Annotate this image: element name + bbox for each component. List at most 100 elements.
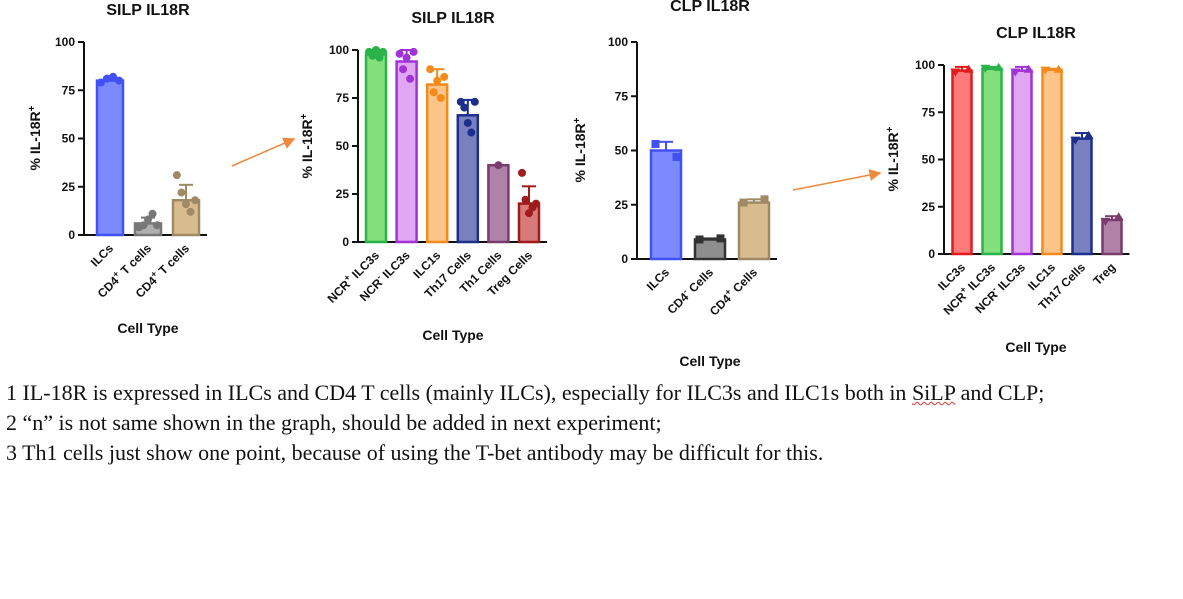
y-axis-label: % IL-18R+ xyxy=(299,113,316,178)
data-point xyxy=(399,65,408,74)
data-point xyxy=(148,209,157,218)
data-point xyxy=(433,76,442,85)
bar xyxy=(649,149,683,261)
y-tick-label: 50 xyxy=(336,139,350,153)
data-point xyxy=(739,198,748,207)
note-1-spellcheck-word: SiLP xyxy=(911,380,956,405)
data-point xyxy=(402,53,411,62)
chart-3: CLP IL18R 0 25 50 75 100 % IL-18R+ Cell Type ILC… xyxy=(572,0,777,369)
category-label: CD4+ Cells xyxy=(705,264,760,319)
y-tick-label: 0 xyxy=(68,228,75,242)
y-tick-label: 75 xyxy=(336,91,350,105)
data-point xyxy=(153,221,162,230)
y-axis-label: % IL-18R+ xyxy=(27,105,44,170)
data-point xyxy=(379,47,387,56)
note-line-2: 2 “n” is not same shown in the graph, sh… xyxy=(6,410,662,435)
data-point xyxy=(1070,136,1081,145)
data-point xyxy=(494,161,503,170)
data-point xyxy=(695,235,704,244)
data-point xyxy=(191,196,200,205)
data-point xyxy=(186,207,195,216)
charts-canvas: SILP IL18R 0 25 50 75 100 % IL-18R+ Cell Type IL… xyxy=(27,0,1130,369)
bar xyxy=(1011,69,1033,256)
data-point xyxy=(963,64,974,73)
data-point xyxy=(182,200,190,209)
data-point xyxy=(436,94,445,102)
data-point xyxy=(395,49,404,58)
data-point xyxy=(467,128,476,137)
data-point xyxy=(115,76,124,85)
y-tick-label: 100 xyxy=(915,58,935,72)
note-line-3: 3 Th1 cells just show one point, because… xyxy=(6,440,824,465)
bar xyxy=(737,201,771,261)
x-axis-label: Cell Type xyxy=(422,327,483,343)
data-point xyxy=(672,153,681,162)
arrow-icon xyxy=(231,137,296,167)
category-label: Treg xyxy=(1090,260,1118,288)
data-point xyxy=(993,62,1004,71)
category-label: ILCs xyxy=(644,265,673,294)
data-point xyxy=(651,139,660,148)
y-tick-label: 75 xyxy=(62,83,76,97)
data-point xyxy=(532,199,540,208)
data-point xyxy=(456,97,465,106)
y-tick-label: 50 xyxy=(922,153,936,167)
y-tick-label: 25 xyxy=(336,187,350,201)
data-point xyxy=(460,103,469,112)
data-point xyxy=(144,215,152,224)
bar xyxy=(1071,137,1093,256)
y-tick-label: 0 xyxy=(342,235,349,249)
data-point xyxy=(525,209,533,218)
data-point xyxy=(172,171,181,180)
data-point xyxy=(429,88,438,97)
chart-1: SILP IL18R 0 25 50 75 100 % IL-18R+ Cell Type IL… xyxy=(27,2,207,336)
data-point xyxy=(109,72,118,81)
y-tick-label: 100 xyxy=(55,35,75,49)
y-tick-label: 0 xyxy=(621,252,628,266)
note-line-1: 1 IL-18R is expressed in ILCs and CD4 T … xyxy=(6,378,1181,408)
data-point xyxy=(139,221,148,230)
data-point xyxy=(463,118,472,127)
y-tick-label: 25 xyxy=(922,200,936,214)
data-point xyxy=(372,46,380,54)
x-axis-label: Cell Type xyxy=(1005,339,1066,355)
bar xyxy=(1041,68,1063,256)
bar xyxy=(981,67,1003,256)
bar xyxy=(95,79,125,237)
data-point xyxy=(716,234,725,243)
data-point xyxy=(1010,68,1021,77)
data-point xyxy=(1023,64,1034,73)
data-point xyxy=(406,74,415,83)
y-tick-label: 75 xyxy=(615,89,629,103)
data-point xyxy=(368,51,377,60)
note-1-tail: and CLP; xyxy=(955,380,1045,405)
bar xyxy=(425,83,449,244)
arrow-icon xyxy=(792,169,882,191)
y-tick-label: 0 xyxy=(928,247,935,261)
data-point xyxy=(96,78,105,87)
data-point xyxy=(409,47,418,56)
x-axis-label: Cell Type xyxy=(117,320,178,336)
data-point xyxy=(980,64,991,73)
y-tick-label: 100 xyxy=(608,35,628,49)
chart-title: CLP IL18R xyxy=(670,0,750,15)
y-tick-label: 50 xyxy=(615,144,629,158)
data-point xyxy=(102,74,111,83)
data-point xyxy=(470,97,479,106)
bar xyxy=(951,69,973,256)
data-point xyxy=(760,195,769,204)
y-axis-label: % IL-18R+ xyxy=(885,126,902,191)
data-point xyxy=(1100,217,1111,226)
chart-title: CLP IL18R xyxy=(996,25,1076,42)
data-point xyxy=(440,72,449,81)
y-axis-label: % IL-18R+ xyxy=(572,117,589,182)
y-tick-label: 25 xyxy=(62,180,76,194)
category-label: ILCs xyxy=(88,241,117,270)
data-point xyxy=(1053,64,1064,73)
data-point xyxy=(1083,130,1094,139)
data-point xyxy=(518,168,526,177)
note-1-text: 1 IL-18R is expressed in ILCs and CD4 T … xyxy=(6,380,912,405)
y-tick-label: 50 xyxy=(62,132,76,146)
